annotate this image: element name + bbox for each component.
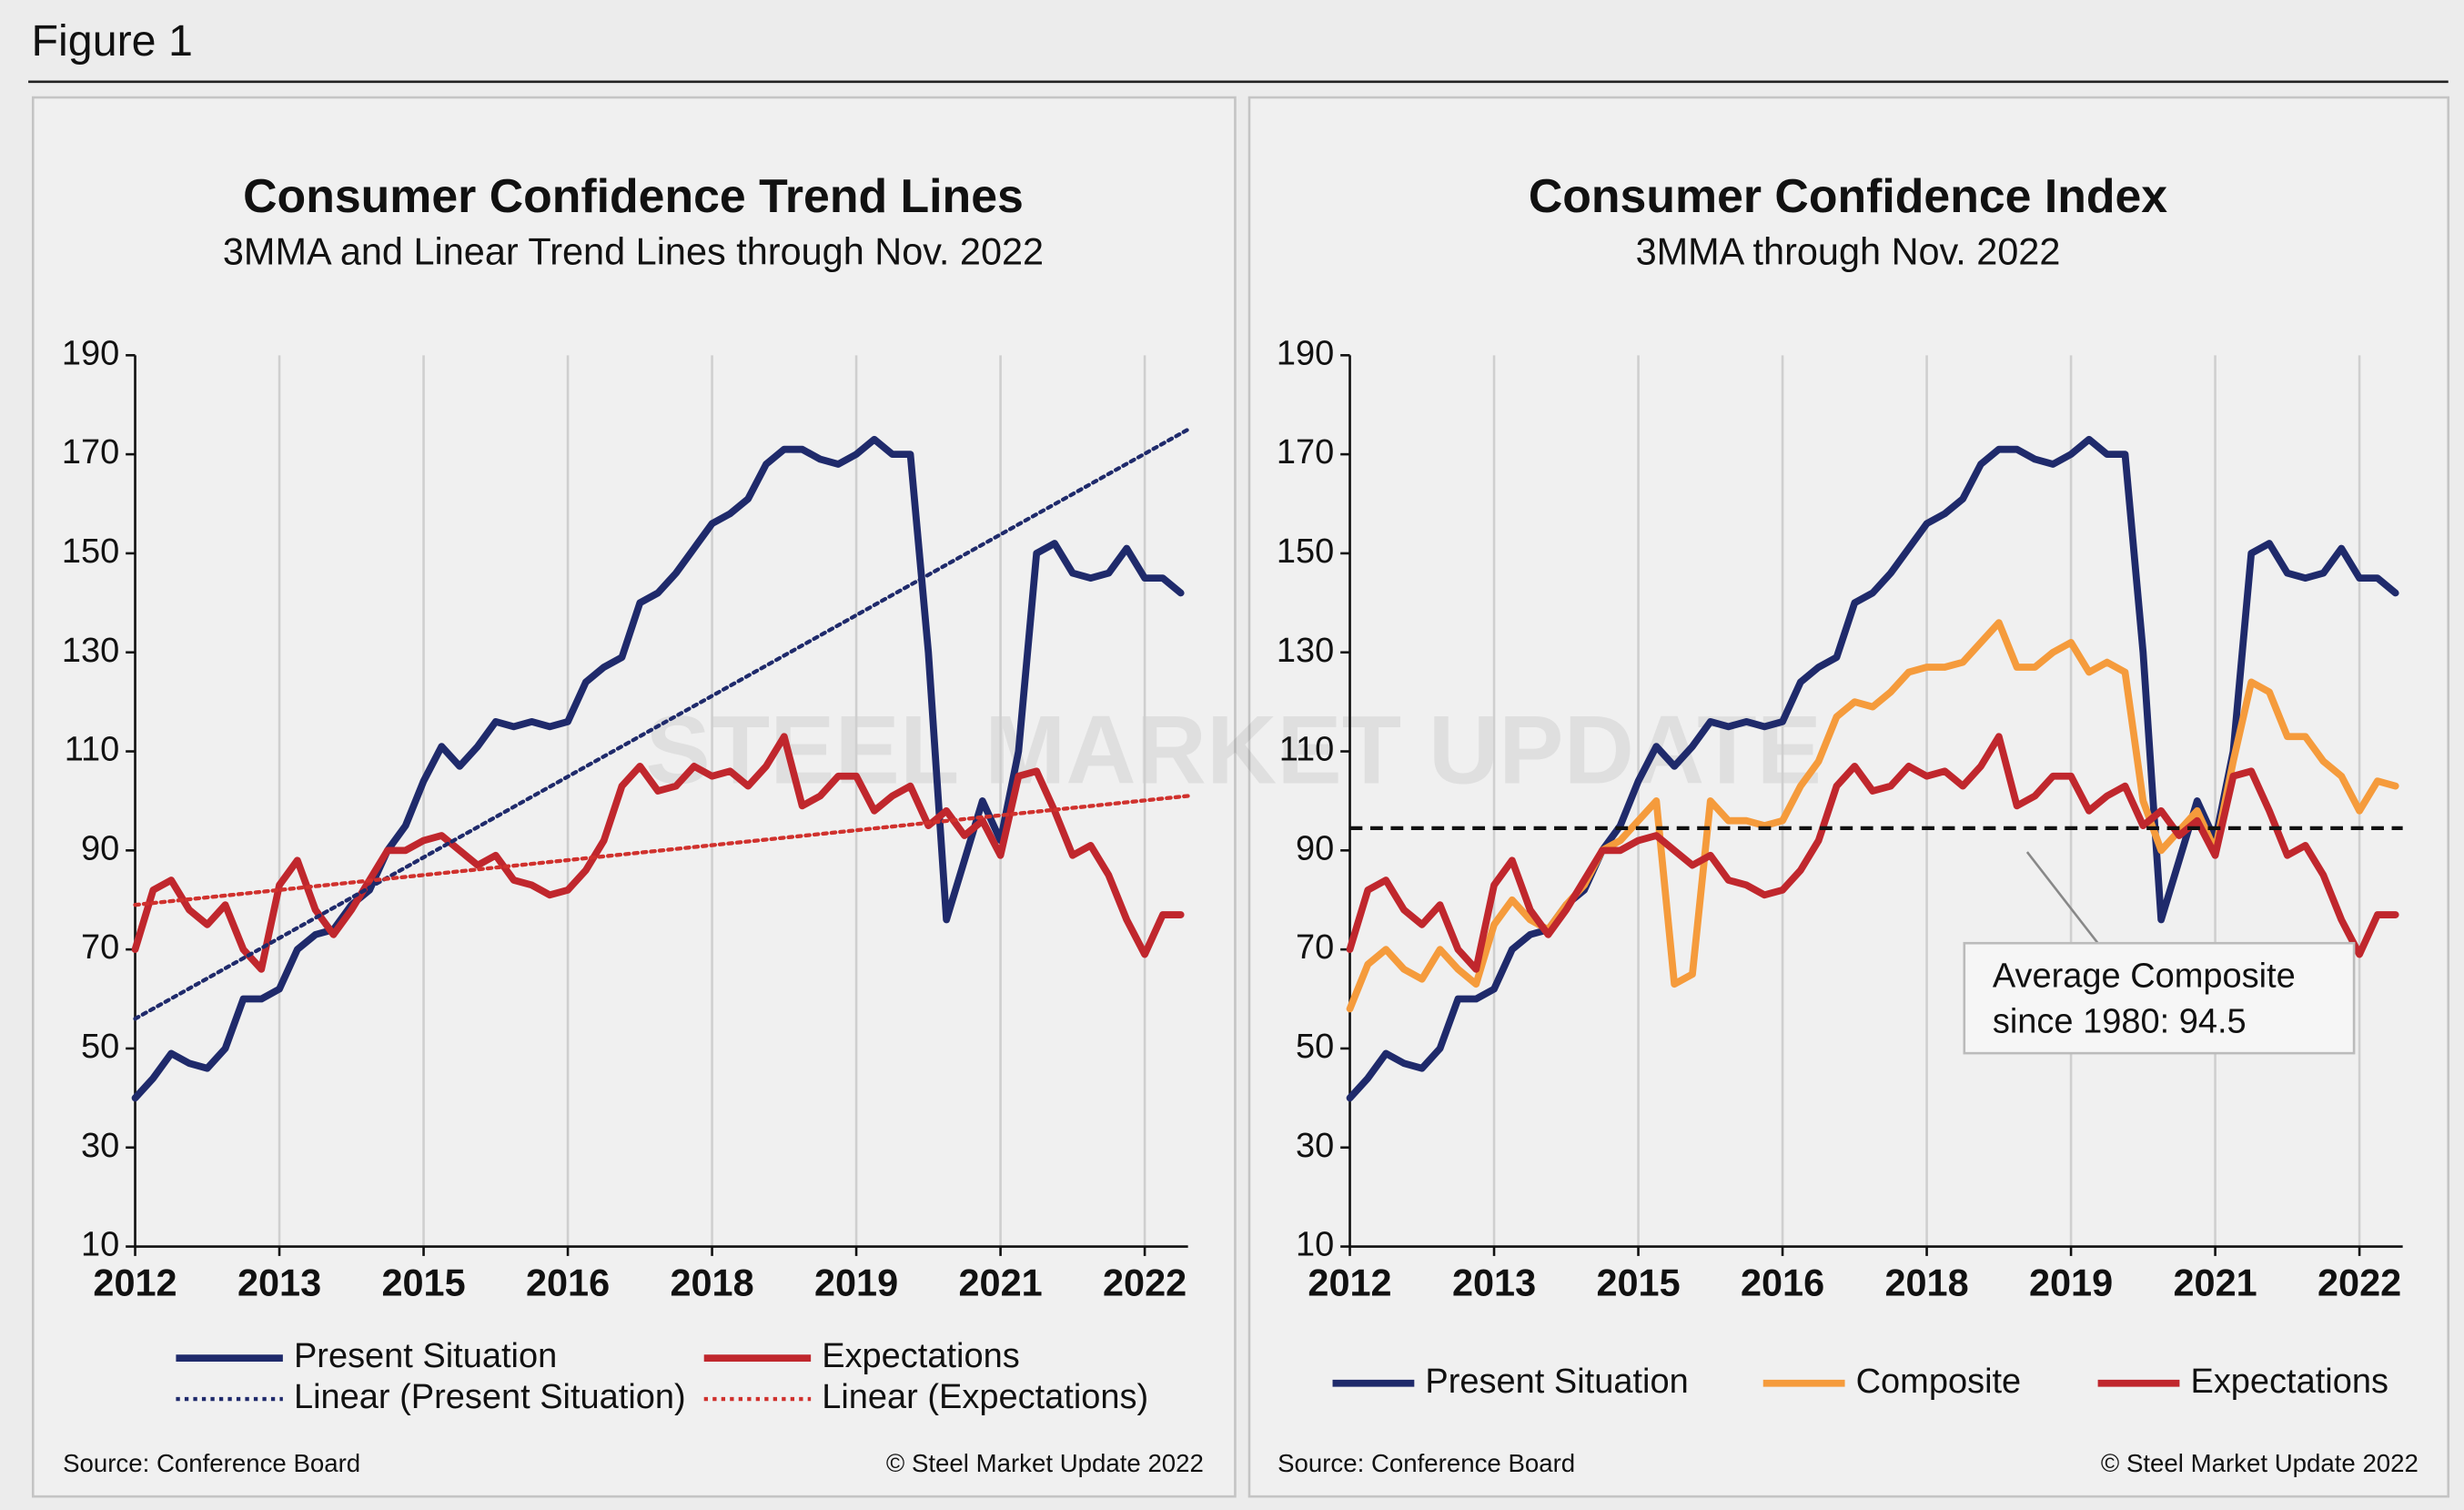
x-tick-label: 2019 [2029,1262,2113,1304]
trend-line [133,427,1190,1021]
y-tick-label: 10 [1296,1226,1334,1264]
y-tick-label: 150 [62,532,119,571]
chart-subtitle: 3MMA through Nov. 2022 [1636,230,2061,273]
legend-label: Composite [1856,1363,2022,1401]
x-tick-label: 2021 [958,1262,1042,1304]
series-line [1346,733,2399,973]
y-tick-label: 190 [62,334,119,372]
legend-label: Present Situation [1425,1363,1688,1401]
x-tick-label: 2019 [814,1262,898,1304]
source: Source: Conference Board [1277,1449,1575,1477]
legend-label: Present Situation [294,1337,557,1375]
chart-title: Consumer Confidence Index [1529,169,2167,222]
trend-line [133,794,1190,907]
y-tick-label: 70 [81,928,119,967]
chart-title: Consumer Confidence Trend Lines [243,169,1024,222]
x-tick-label: 2013 [1452,1262,1536,1304]
y-tick-label: 110 [65,731,120,769]
y-tick-label: 150 [1277,532,1334,571]
x-tick-label: 2012 [93,1262,177,1304]
y-tick-label: 170 [62,433,119,471]
annotation-text: Average Composite [1993,957,2296,995]
credit: © Steel Market Update 2022 [886,1449,1204,1477]
credit: © Steel Market Update 2022 [2101,1449,2419,1477]
y-tick-label: 110 [1279,731,1335,769]
annotation-box [1963,941,2356,1055]
legend-label: Expectations [822,1337,1019,1375]
x-tick-label: 2018 [1884,1262,1968,1304]
y-tick-label: 50 [81,1028,119,1066]
y-tick-label: 50 [1296,1028,1334,1066]
x-tick-label: 2015 [381,1262,465,1304]
watermark: STEEL MARKET UPDATE [645,695,1822,805]
panel [31,96,1237,1498]
annotation-text: since 1980: 94.5 [1993,1002,2247,1040]
y-tick-label: 30 [1296,1127,1334,1165]
figure-header: Figure 1 [32,16,193,66]
x-tick-label: 2013 [237,1262,321,1304]
y-tick-label: 130 [1277,632,1334,670]
panel [1247,96,2450,1498]
x-tick-label: 2012 [1308,1262,1391,1304]
annotation-connector [2025,851,2099,945]
x-tick-label: 2016 [1741,1262,1824,1304]
series-line [131,435,1185,1102]
legend-label: Linear (Expectations) [822,1378,1148,1416]
chart-subtitle: 3MMA and Linear Trend Lines through Nov.… [223,230,1044,273]
y-tick-label: 70 [1296,928,1334,967]
y-tick-label: 10 [81,1226,119,1264]
source: Source: Conference Board [63,1449,360,1477]
y-tick-label: 190 [1277,334,1334,372]
x-tick-label: 2016 [526,1262,610,1304]
x-tick-label: 2022 [2318,1262,2401,1304]
x-tick-label: 2021 [2173,1262,2257,1304]
x-tick-label: 2015 [1596,1262,1680,1304]
y-tick-label: 30 [81,1127,119,1165]
y-tick-label: 90 [1296,829,1334,867]
x-tick-label: 2022 [1103,1262,1187,1304]
legend-label: Expectations [2190,1363,2388,1401]
y-tick-label: 130 [62,632,119,670]
legend-label: Linear (Present Situation) [294,1378,686,1416]
y-tick-label: 170 [1277,433,1334,471]
series-line [131,733,1185,973]
x-tick-label: 2018 [670,1262,753,1304]
y-tick-label: 90 [81,829,119,867]
